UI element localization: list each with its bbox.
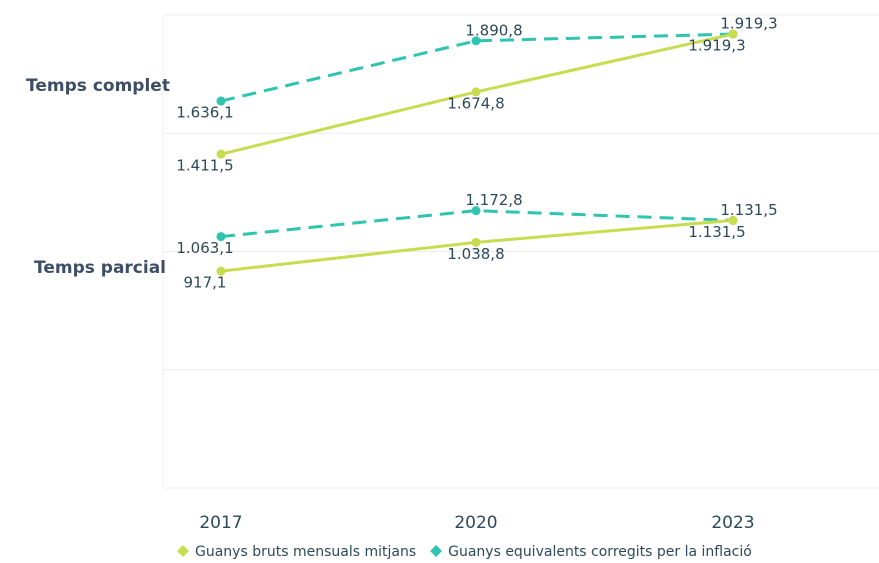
- point: [216, 96, 226, 106]
- data-label: 1.919,3: [688, 37, 745, 55]
- data-label: 1.063,1: [176, 239, 233, 257]
- data-label: 1.674,8: [447, 94, 504, 112]
- data-label: 1.038,8: [447, 245, 504, 263]
- x-tick-label: 2017: [199, 513, 242, 533]
- point: [471, 87, 481, 97]
- point: [216, 232, 226, 242]
- point: [728, 215, 738, 225]
- legend-label: Guanys bruts mensuals mitjans: [195, 544, 416, 560]
- data-label: 1.131,5: [688, 223, 745, 241]
- legend-marker: [177, 545, 189, 557]
- legend-marker: [430, 545, 443, 557]
- point: [216, 266, 226, 276]
- point: [471, 36, 481, 46]
- data-label: 1.172,8: [465, 191, 522, 209]
- x-tick-label: 2023: [711, 513, 754, 533]
- point: [471, 237, 481, 247]
- group-label: Temps complet: [26, 76, 170, 96]
- group-label: Temps parcial: [34, 258, 166, 278]
- series-line: [220, 209, 734, 239]
- legend-label: Guanys equivalents corregits per la infl…: [448, 544, 752, 560]
- data-label: 1.919,3: [720, 15, 777, 33]
- point: [471, 206, 481, 216]
- data-label: 1.131,5: [720, 201, 777, 219]
- point: [728, 29, 738, 39]
- point: [216, 149, 226, 159]
- x-tick-label: 2020: [454, 513, 497, 533]
- data-label: 1.890,8: [465, 21, 522, 39]
- data-label: 1.636,1: [176, 104, 233, 122]
- data-label: 917,1: [184, 274, 227, 292]
- data-label: 1.411,5: [176, 157, 233, 175]
